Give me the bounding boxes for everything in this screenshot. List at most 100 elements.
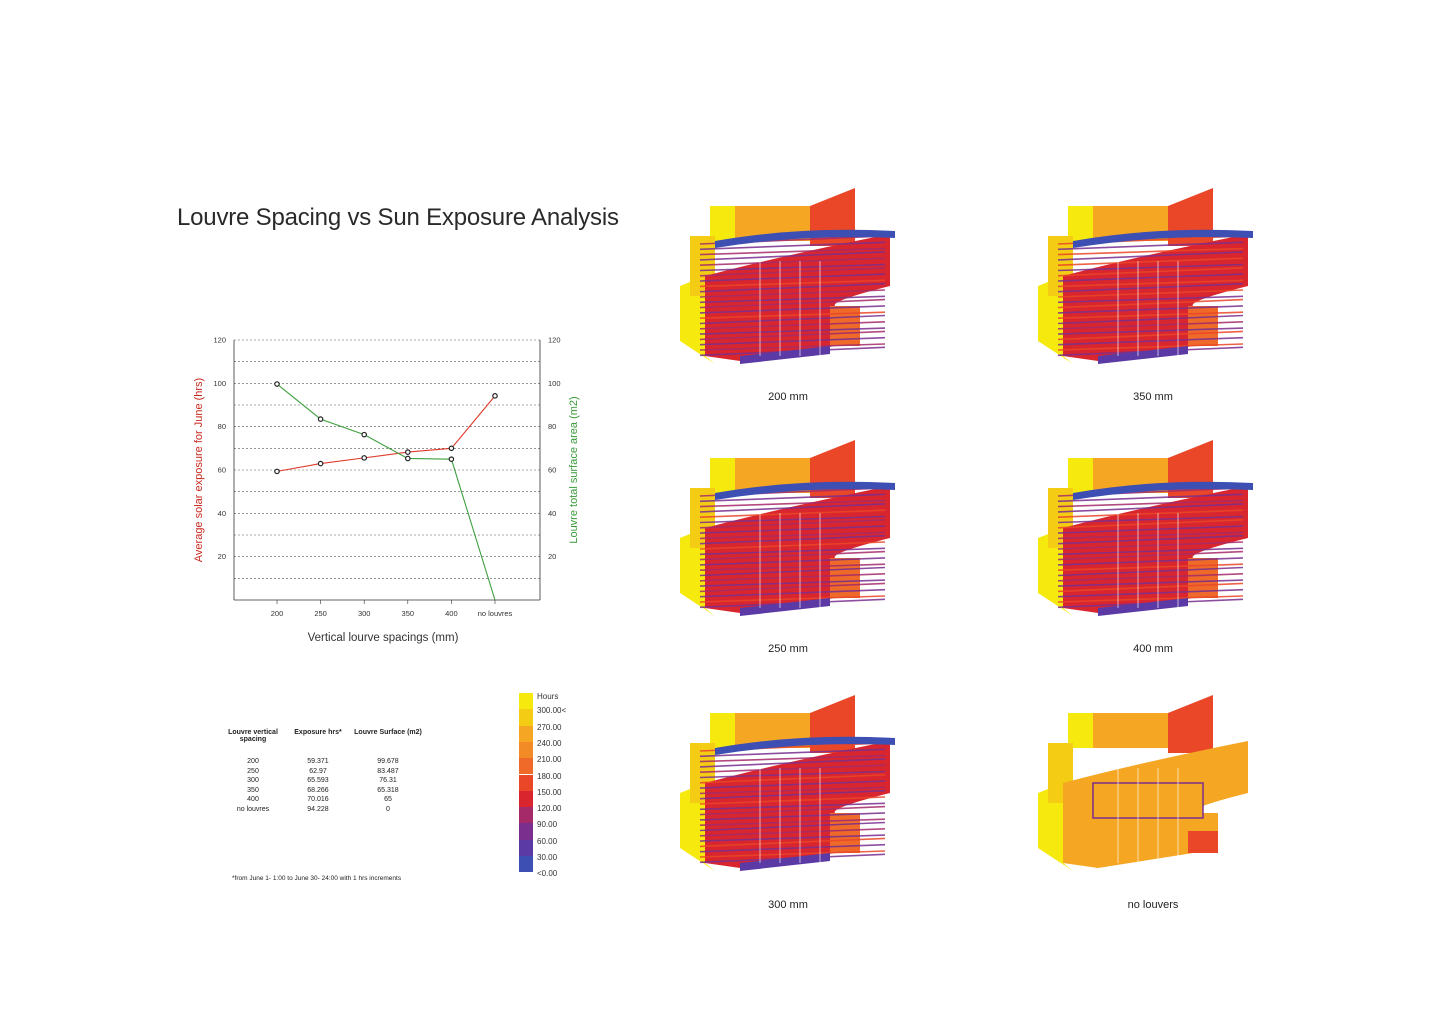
table-cell: 300	[222, 777, 284, 784]
legend-label: 210.00	[537, 755, 561, 764]
table-header-exposure: Exposure hrs*	[288, 729, 348, 736]
table-cell: 0	[350, 806, 426, 813]
y-tick-label-right: 120	[548, 336, 561, 345]
series-1-point	[493, 394, 497, 398]
table-cell: 68.266	[288, 787, 348, 794]
legend-label: 300.00<	[537, 706, 566, 715]
legend-swatch	[519, 693, 533, 709]
y-tick-label-right: 40	[548, 509, 556, 518]
series-1-point	[318, 461, 322, 465]
series-line-2	[277, 384, 495, 600]
chart-axes: 20 20 40 40 60 60 80 80 100 100 120 120 200 250 300 350…	[213, 336, 560, 619]
legend-label: 60.00	[537, 837, 557, 846]
legend-label: 150.00	[537, 788, 561, 797]
series-2-point	[275, 382, 279, 386]
legend-swatch	[519, 775, 533, 791]
view-caption: 300 mm	[708, 899, 868, 911]
legend-swatch	[519, 742, 533, 758]
table-cell: 70.016	[288, 796, 348, 803]
building-heatmap-2	[1038, 186, 1268, 376]
y-tick-label-right: 20	[548, 552, 556, 561]
legend-label: 120.00	[537, 804, 561, 813]
table-cell: 59.371	[288, 758, 348, 765]
building-heatmap-3	[680, 438, 910, 628]
x-tick-label: no louvres	[478, 609, 513, 618]
y-tick-label-left: 60	[218, 466, 226, 475]
x-axis-label: Vertical lourve spacings (mm)	[308, 632, 459, 644]
y-tick-label-left: 100	[213, 379, 226, 388]
y-tick-label-right: 60	[548, 466, 556, 475]
table-footnote: *from June 1- 1:00 to June 30- 24:00 wit…	[232, 875, 401, 882]
legend-swatch	[519, 791, 533, 807]
legend-swatch	[519, 823, 533, 839]
legend-label: 90.00	[537, 820, 557, 829]
table-cell: 94.228	[288, 806, 348, 813]
roof-box-bright	[710, 713, 735, 748]
roof-box-bright	[1068, 458, 1093, 493]
legend-label: 180.00	[537, 772, 561, 781]
building-heatmap-1	[680, 186, 910, 376]
y-tick-label-left: 20	[218, 552, 226, 561]
legend-label: 270.00	[537, 723, 561, 732]
table-cell: 400	[222, 796, 284, 803]
view-caption: 400 mm	[1073, 643, 1233, 655]
x-tick-label: 300	[358, 609, 371, 618]
roof-box-bright	[1068, 713, 1093, 748]
recessed-floor	[1093, 783, 1203, 818]
legend-label: <0.00	[537, 869, 557, 878]
table-cell: 65	[350, 796, 426, 803]
table-cell: 99.678	[350, 758, 426, 765]
x-tick-label: 350	[402, 609, 415, 618]
tower-face	[1168, 695, 1213, 753]
table-header-surface: Louvre Surface (m2)	[350, 729, 426, 736]
x-tick-label: 250	[314, 609, 327, 618]
legend-label: 30.00	[537, 853, 557, 862]
y-tick-label-right: 80	[548, 422, 556, 431]
lower-red-block	[1188, 831, 1218, 853]
table-cell: 250	[222, 768, 284, 775]
building-heatmap-6	[1038, 693, 1268, 883]
legend-swatch	[519, 807, 533, 823]
series-2-point	[318, 417, 322, 421]
legend-swatch	[519, 709, 533, 725]
y-tick-label-left: 40	[218, 509, 226, 518]
y-tick-label-left: 80	[218, 422, 226, 431]
table-cell: 76.31	[350, 777, 426, 784]
table-cell: 350	[222, 787, 284, 794]
table-cell: 62.97	[288, 768, 348, 775]
y-axis-right-label: Louvre total surface area (m2)	[568, 396, 580, 543]
x-tick-label: 400	[445, 609, 458, 618]
chart-series	[275, 382, 497, 600]
table-cell: 65.593	[288, 777, 348, 784]
series-2-point	[362, 432, 366, 436]
legend-swatch	[519, 840, 533, 856]
legend-swatch	[519, 758, 533, 774]
chart-grid	[234, 340, 540, 578]
table-cell: 65.318	[350, 787, 426, 794]
table-cell: 200	[222, 758, 284, 765]
view-caption: no louvers	[1073, 899, 1233, 911]
view-caption: 250 mm	[708, 643, 868, 655]
building-heatmap-4	[1038, 438, 1268, 628]
series-1-point	[275, 469, 279, 473]
line-chart: 20 20 40 40 60 60 80 80 100 100 120 120 200 250 300 350…	[180, 325, 600, 655]
view-caption: 200 mm	[708, 391, 868, 403]
view-caption: 350 mm	[1073, 391, 1233, 403]
y-tick-label-right: 100	[548, 379, 561, 388]
building-heatmap-5	[680, 693, 910, 883]
legend-swatch	[519, 856, 533, 872]
series-line-1	[277, 396, 495, 472]
legend-title: Hours	[537, 692, 558, 701]
y-axis-left-label: Average solar exposure for June (hrs)	[193, 378, 205, 562]
series-1-point	[449, 446, 453, 450]
roof-box-bright	[1068, 206, 1093, 241]
roof-box-bright	[710, 206, 735, 241]
legend-swatch	[519, 726, 533, 742]
series-2-point	[406, 456, 410, 460]
series-1-point	[406, 450, 410, 454]
table-header-spacing: Louvre vertical spacing	[222, 729, 284, 743]
y-tick-label-left: 120	[213, 336, 226, 345]
series-2-point	[449, 457, 453, 461]
x-tick-label: 200	[271, 609, 284, 618]
legend-label: 240.00	[537, 739, 561, 748]
